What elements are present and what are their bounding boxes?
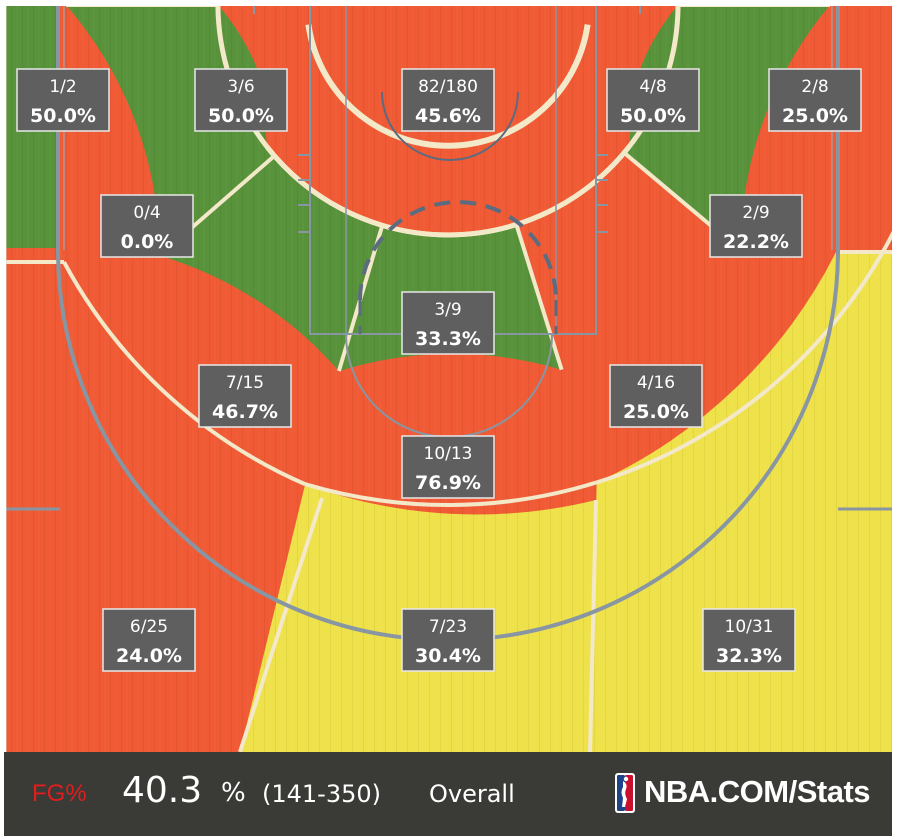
zone-pct: 50.0%: [30, 105, 96, 127]
fg-value: 40.3: [122, 770, 203, 811]
ft-circle-dashed-sides: [358, 300, 558, 334]
zone-label-box: [401, 291, 495, 355]
court-svg: 1/2 50.0% 3/6 50.0% 82/180 45.6% 4/8 50.0% 2/8 25…: [6, 0, 892, 752]
fg-overall: Overall: [429, 780, 515, 808]
boundary-three-arc-left: [62, 261, 306, 487]
zone-made-attempts: 7/23: [429, 617, 467, 637]
footer-bar: FG% 40.3 % (141-350) Overall NBA.COM/Sta…: [4, 752, 892, 836]
boundary-three-arc-top: [304, 480, 598, 508]
zone-label-box: [709, 194, 803, 258]
fg-count: (141-350): [262, 780, 382, 808]
fg-label: FG%: [32, 780, 87, 807]
zone-made-attempts: 2/9: [742, 203, 769, 223]
fg-percent-sign: %: [221, 778, 246, 808]
zone-pct: 25.0%: [782, 105, 848, 127]
zone-left-short-mid: [66, 0, 253, 5]
zone-made-attempts: 10/31: [725, 617, 774, 637]
zone-made-attempts: 3/6: [227, 77, 254, 97]
boundary-three-arc-right: [596, 230, 892, 485]
zone-made-attempts: 82/180: [418, 77, 478, 97]
zone-label-box: [401, 435, 495, 499]
zone-pct: 50.0%: [620, 105, 686, 127]
zone-made-attempts: 6/25: [130, 617, 168, 637]
boundary-ray-2: [514, 224, 564, 371]
zone-label-box: [702, 608, 796, 672]
zone-pct: 0.0%: [121, 231, 174, 253]
zone-label-right-baseline-mid: 4/8 50.0%: [606, 68, 700, 132]
zone-made-attempts: 3/9: [434, 300, 461, 320]
restricted-circle-outline: [305, 24, 591, 149]
zone-pct: 24.0%: [116, 645, 182, 667]
zone-label-left-short-mid: 0/4 0.0%: [100, 194, 194, 258]
zone-label-right-corner-three: 2/8 25.0%: [768, 68, 862, 132]
zone-label-box: [401, 608, 495, 672]
zone-label-right-short-mid: 2/9 22.2%: [709, 194, 803, 258]
lane-inner-lines: [345, 6, 557, 334]
zone-label-paint-non-ra: 3/9 33.3%: [401, 291, 495, 355]
zone-label-left-wing-mid: 7/15 46.7%: [198, 364, 292, 428]
zone-right-short-mid: [643, 0, 830, 5]
zone-label-box: [768, 68, 862, 132]
boundary-three-left: [238, 497, 324, 752]
zone-label-box: [16, 68, 110, 132]
zone-pct: 32.3%: [716, 645, 782, 667]
zone-made-attempts: 0/4: [133, 203, 160, 223]
zone-pct: 22.2%: [723, 231, 789, 253]
zone-label-box: [198, 364, 292, 428]
zone-made-attempts: 2/8: [801, 77, 828, 97]
zone-pct: 76.9%: [415, 472, 481, 494]
zone-made-attempts: 1/2: [49, 77, 76, 97]
zone-label-top-key-three: 7/23 30.4%: [401, 608, 495, 672]
zone-made-attempts: 4/8: [639, 77, 666, 97]
zone-label-center-mid: 10/13 76.9%: [401, 435, 495, 499]
zone-pct: 50.0%: [208, 105, 274, 127]
zone-made-attempts: 10/13: [424, 444, 473, 464]
zone-label-box: [100, 194, 194, 258]
zone-label-box: [609, 364, 703, 428]
zone-label-left-baseline-mid: 3/6 50.0%: [194, 68, 288, 132]
zone-label-box: [194, 68, 288, 132]
zone-label-left-wing-three: 6/25 24.0%: [102, 608, 196, 672]
zone-pct: 25.0%: [623, 401, 689, 423]
zone-label-right-wing-three: 10/31 32.3%: [702, 608, 796, 672]
zone-label-left-corner-three: 1/2 50.0%: [16, 68, 110, 132]
nba-logo-icon: [615, 773, 635, 813]
zone-pct: 30.4%: [415, 645, 481, 667]
zone-label-box: [606, 68, 700, 132]
zone-label-right-wing-mid: 4/16 25.0%: [609, 364, 703, 428]
zone-pct: 33.3%: [415, 328, 481, 350]
zone-label-box: [102, 608, 196, 672]
zone-pct: 46.7%: [212, 401, 278, 423]
zone-label-box: [401, 68, 495, 132]
zone-made-attempts: 4/16: [637, 373, 675, 393]
zone-pct: 45.6%: [415, 105, 481, 127]
zone-label-restricted-area: 82/180 45.6%: [401, 68, 495, 132]
zone-made-attempts: 7/15: [226, 373, 264, 393]
boundary-three-right: [588, 499, 598, 752]
brand-text: NBA.COM/Stats: [644, 774, 871, 809]
restricted-arc: [381, 91, 519, 161]
ft-circle-dashed: [358, 200, 558, 301]
